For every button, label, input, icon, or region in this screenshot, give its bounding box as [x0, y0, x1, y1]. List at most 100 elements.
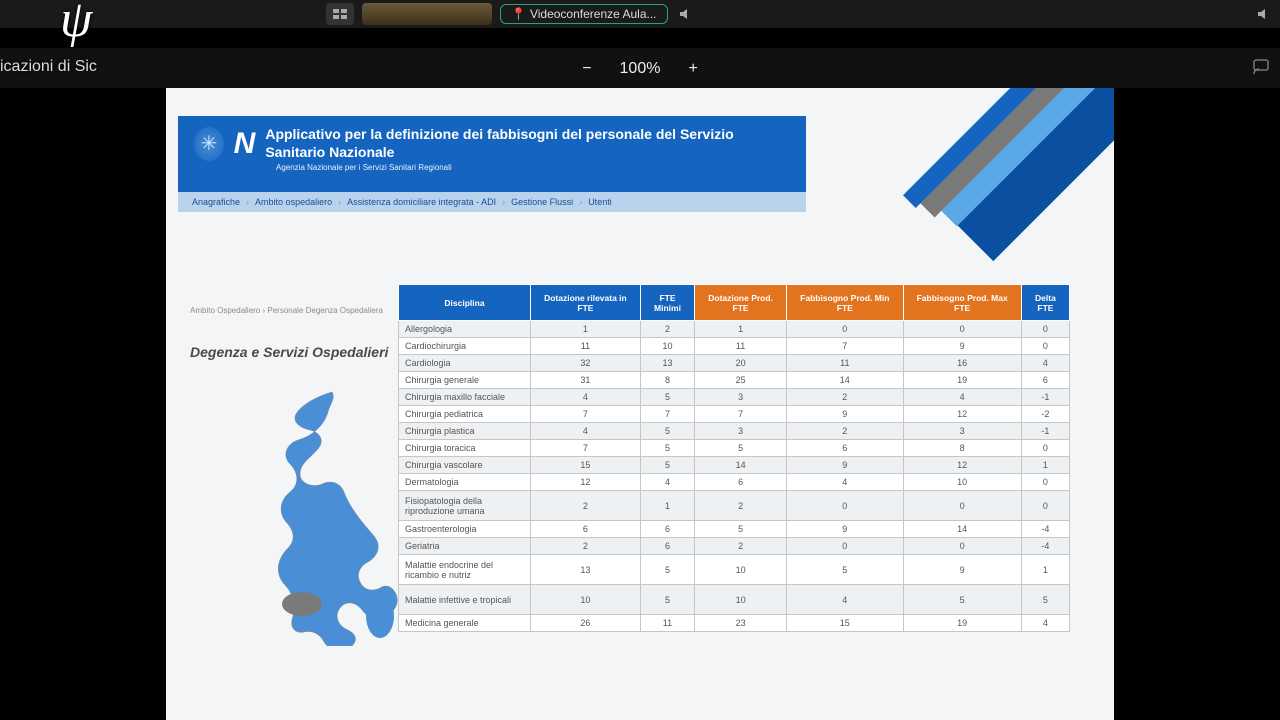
table-cell: 31 [531, 372, 641, 389]
overlay-logo: ψ [60, 0, 92, 49]
nav-item[interactable]: Gestione Flussi [511, 197, 573, 207]
table-cell: 13 [640, 355, 694, 372]
table-cell: 9 [787, 521, 903, 538]
nav-item[interactable]: Anagrafiche [192, 197, 240, 207]
table-cell: 5 [695, 440, 787, 457]
table-cell: Malattie endocrine del ricambio e nutriz [399, 555, 531, 585]
table-cell: Fisiopatologia della riproduzione umana [399, 491, 531, 521]
breadcrumb: Ambito Ospedaliero › Personale Degenza O… [190, 306, 383, 315]
table-cell: 4 [787, 474, 903, 491]
pin-icon: 📍 [511, 7, 526, 21]
table-cell: 15 [787, 615, 903, 632]
table-cell: 15 [531, 457, 641, 474]
table-cell: Medicina generale [399, 615, 531, 632]
nav-item[interactable]: Ambito ospedaliero [255, 197, 332, 207]
table-row: Chirurgia toracica755680 [399, 440, 1070, 457]
table-cell: 0 [1021, 338, 1069, 355]
table-cell: -4 [1021, 538, 1069, 555]
table-cell: 7 [787, 338, 903, 355]
room-label: Videoconferenze Aula... [530, 7, 657, 21]
table-cell: 2 [787, 389, 903, 406]
table-row: Malattie endocrine del ricambio e nutriz… [399, 555, 1070, 585]
audio-icon-2[interactable] [1254, 5, 1272, 23]
overlay-subtext: icazioni di Sic [0, 58, 97, 76]
zoom-out-button[interactable]: − [582, 60, 591, 78]
table-cell: 0 [903, 321, 1021, 338]
table-cell: Chirurgia toracica [399, 440, 531, 457]
column-header: Disciplina [399, 285, 531, 321]
column-header: Delta FTE [1021, 285, 1069, 321]
table-cell: 4 [1021, 615, 1069, 632]
column-header: Fabbisogno Prod. Max FTE [903, 285, 1021, 321]
table-cell: 2 [531, 538, 641, 555]
table-cell: 5 [640, 555, 694, 585]
table-cell: 23 [695, 615, 787, 632]
table-cell: 19 [903, 372, 1021, 389]
thumbnail-toggle[interactable] [326, 3, 354, 25]
table-cell: 5 [640, 389, 694, 406]
table-cell: 14 [787, 372, 903, 389]
table-row: Cardiologia32132011164 [399, 355, 1070, 372]
table-cell: 0 [1021, 321, 1069, 338]
table-cell: -2 [1021, 406, 1069, 423]
table-cell: 5 [640, 440, 694, 457]
table-row: Chirurgia generale3182514196 [399, 372, 1070, 389]
cast-icon[interactable] [1252, 58, 1270, 81]
table-cell: 5 [787, 555, 903, 585]
table-row: Allergologia121000 [399, 321, 1070, 338]
table-cell: 4 [903, 389, 1021, 406]
room-pill[interactable]: 📍 Videoconferenze Aula... [500, 4, 668, 24]
table-row: Chirurgia plastica45323-1 [399, 423, 1070, 440]
nav-item[interactable]: Assistenza domiciliare integrata - ADI [347, 197, 496, 207]
data-table-wrap: DisciplinaDotazione rilevata in FTEFTE M… [398, 284, 1098, 632]
table-cell: 7 [640, 406, 694, 423]
table-cell: 25 [695, 372, 787, 389]
table-cell: 5 [640, 457, 694, 474]
table-cell: Gastroenterologia [399, 521, 531, 538]
table-cell: 1 [531, 321, 641, 338]
zoom-level: 100% [620, 60, 661, 78]
table-cell: 4 [640, 474, 694, 491]
slide-viewport: ✳ N Applicativo per la definizione dei f… [0, 88, 1280, 720]
table-cell: 2 [695, 491, 787, 521]
column-header: FTE Minimi [640, 285, 694, 321]
table-cell: 6 [695, 474, 787, 491]
italy-map [262, 386, 412, 646]
table-cell: 2 [787, 423, 903, 440]
table-cell: 10 [695, 555, 787, 585]
table-cell: 0 [787, 321, 903, 338]
table-cell: Geriatria [399, 538, 531, 555]
table-cell: 7 [531, 406, 641, 423]
zoom-in-button[interactable]: + [688, 60, 697, 78]
table-cell: 9 [903, 555, 1021, 585]
table-cell: 5 [640, 585, 694, 615]
table-cell: 1 [1021, 457, 1069, 474]
table-cell: 10 [531, 585, 641, 615]
table-cell: 11 [787, 355, 903, 372]
table-cell: 2 [531, 491, 641, 521]
table-cell: 0 [1021, 474, 1069, 491]
table-cell: 7 [695, 406, 787, 423]
participant-thumbnail[interactable] [362, 3, 492, 25]
table-cell: 0 [903, 538, 1021, 555]
table-cell: Allergologia [399, 321, 531, 338]
table-cell: 19 [903, 615, 1021, 632]
table-cell: 10 [695, 585, 787, 615]
table-cell: Chirurgia pediatrica [399, 406, 531, 423]
table-row: Gastroenterologia665914-4 [399, 521, 1070, 538]
nav-item[interactable]: Utenti [588, 197, 612, 207]
table-cell: Cardiologia [399, 355, 531, 372]
table-cell: 8 [640, 372, 694, 389]
table-cell: 0 [1021, 491, 1069, 521]
table-cell: -4 [1021, 521, 1069, 538]
table-cell: 9 [787, 457, 903, 474]
table-cell: Dermatologia [399, 474, 531, 491]
table-cell: Cardiochirurgia [399, 338, 531, 355]
videoconf-top-bar: 📍 Videoconferenze Aula... [0, 0, 1280, 28]
column-header: Dotazione Prod. FTE [695, 285, 787, 321]
table-cell: Chirurgia vascolare [399, 457, 531, 474]
audio-icon[interactable] [676, 5, 694, 23]
table-cell: Chirurgia maxillo facciale [399, 389, 531, 406]
table-cell: 4 [531, 423, 641, 440]
table-cell: 1 [695, 321, 787, 338]
